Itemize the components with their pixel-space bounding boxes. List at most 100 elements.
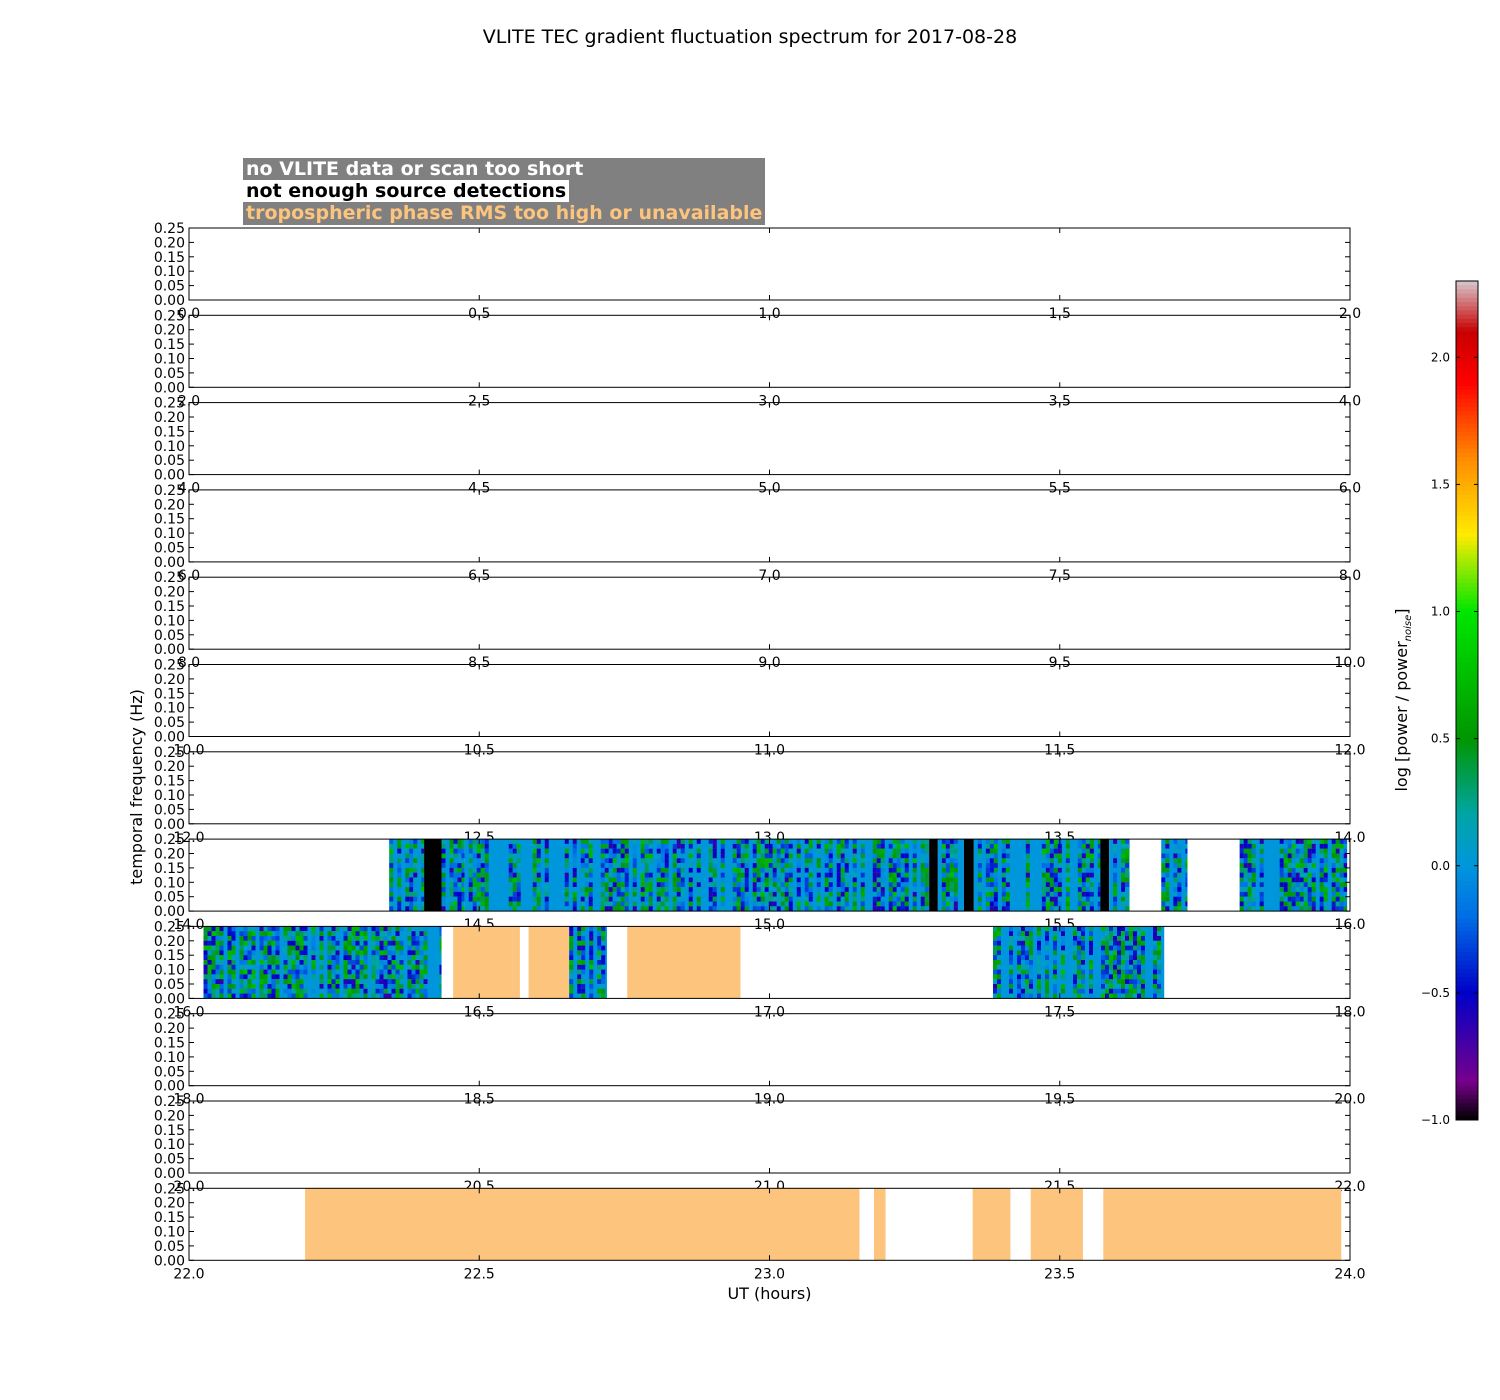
spectrum-cell <box>589 979 594 984</box>
spectrum-cell <box>1008 984 1013 989</box>
spectrum-cell <box>532 848 537 854</box>
spectrum-cell <box>1045 906 1050 912</box>
spectrum-cell <box>876 872 881 878</box>
spectrum-cell <box>1100 960 1105 965</box>
spectrum-cell <box>732 839 737 844</box>
spectrum-cell <box>532 863 537 868</box>
spectrum-cell <box>1081 891 1086 897</box>
spectrum-cell <box>580 848 585 854</box>
spectrum-cell <box>1120 955 1125 960</box>
spectrum-cell <box>892 843 897 849</box>
spectrum-cell <box>924 872 929 878</box>
spectrum-cell <box>211 940 216 946</box>
spectrum-cell <box>1065 848 1070 854</box>
spectrum-cell <box>243 950 248 956</box>
spectrum-cell <box>1323 858 1328 864</box>
spectrum-cell <box>407 984 412 989</box>
spectrum-cell <box>1279 882 1284 888</box>
spectrum-cell <box>836 853 841 859</box>
spectrum-cell <box>1125 858 1130 864</box>
spectrum-cell <box>1104 964 1109 970</box>
spectrum-cell <box>1173 906 1178 912</box>
spectrum-cell <box>409 901 414 907</box>
spectrum-cell <box>880 872 885 878</box>
spectrum-cell <box>852 848 857 854</box>
spectrum-cell <box>1005 848 1010 854</box>
spectrum-cell <box>764 891 769 897</box>
colorbar-segment <box>1456 351 1478 357</box>
spectrum-cell <box>776 867 781 873</box>
spectrum-cell <box>295 931 300 936</box>
spectrum-cell <box>327 926 332 932</box>
spectrum-cell <box>1287 853 1292 859</box>
spectrum-cell <box>888 891 893 897</box>
spectrum-cell <box>1331 882 1336 888</box>
colorbar-segment <box>1456 985 1478 990</box>
spectrum-cell <box>756 839 761 844</box>
spectrum-cell <box>1259 839 1264 844</box>
spectrum-cell <box>648 877 653 883</box>
spectrum-cell <box>379 984 384 989</box>
spectrum-cell <box>920 853 925 859</box>
spectrum-cell <box>1077 863 1082 868</box>
spectrum-cell <box>1185 891 1188 897</box>
spectrum-cell <box>311 993 316 999</box>
spectrum-cell <box>303 955 308 960</box>
spectrum-cell <box>860 901 865 907</box>
spectrum-cell <box>784 867 789 873</box>
spectrum-cell <box>824 853 829 859</box>
spectrum-cell <box>816 882 821 888</box>
spectrum-cell <box>648 867 653 873</box>
spectrum-cell <box>1128 979 1133 984</box>
spectrum-cell <box>1343 853 1348 859</box>
spectrum-cell <box>1291 867 1296 873</box>
spectrum-cell <box>1339 877 1344 883</box>
spectrum-cell <box>612 877 617 883</box>
spectrum-cell <box>876 858 881 864</box>
spectrum-cell <box>581 993 586 999</box>
spectrum-cell <box>1239 887 1244 892</box>
spectrum-cell <box>808 896 813 902</box>
x-tick-label: 18.0 <box>173 1092 204 1108</box>
spectrum-cell <box>1120 950 1125 956</box>
spectrum-cell <box>371 926 376 932</box>
spectrum-cell <box>872 867 877 873</box>
spectrum-cell <box>1251 872 1256 878</box>
spectrum-cell <box>1311 839 1316 844</box>
spectrum-cell <box>335 955 340 960</box>
spectrum-cell <box>1165 901 1170 907</box>
spectrum-cell <box>580 891 585 897</box>
spectrum-cell <box>648 863 653 868</box>
spectrum-cell <box>441 906 446 912</box>
spectrum-cell <box>896 867 901 873</box>
spectrum-cell <box>784 858 789 864</box>
spectrum-cell <box>1177 863 1182 868</box>
spectrum-cell <box>247 940 252 946</box>
spectrum-cell <box>1112 950 1117 956</box>
spectrum-cell <box>1287 906 1292 912</box>
y-tick-label: 0.15 <box>154 1210 185 1226</box>
spectrum-cell <box>395 945 400 951</box>
spectrum-cell <box>764 858 769 864</box>
spectrum-cell <box>516 863 521 868</box>
spectrum-cell <box>760 896 765 902</box>
spectrum-cell <box>1140 984 1145 989</box>
spectrum-cell <box>423 936 428 941</box>
spectrum-cell <box>1036 945 1041 951</box>
spectrum-cell <box>1045 863 1050 868</box>
spectrum-cell <box>1065 901 1070 907</box>
spectrum-cell <box>1044 940 1049 946</box>
spectrum-cell <box>1239 858 1244 864</box>
spectrum-cell <box>844 839 849 844</box>
x-tick-label: 22.0 <box>173 1266 204 1282</box>
spectrum-cell <box>1279 848 1284 854</box>
spectrum-cell <box>371 964 376 970</box>
spectrum-cell <box>756 877 761 883</box>
spectrum-cell <box>331 940 336 946</box>
colorbar-segment <box>1456 485 1478 491</box>
colorbar-segment <box>1456 645 1478 651</box>
spectrum-cell <box>604 906 609 912</box>
spectrum-cell <box>395 979 400 984</box>
spectrum-cell <box>1339 901 1344 907</box>
spectrum-cell <box>1247 863 1252 868</box>
